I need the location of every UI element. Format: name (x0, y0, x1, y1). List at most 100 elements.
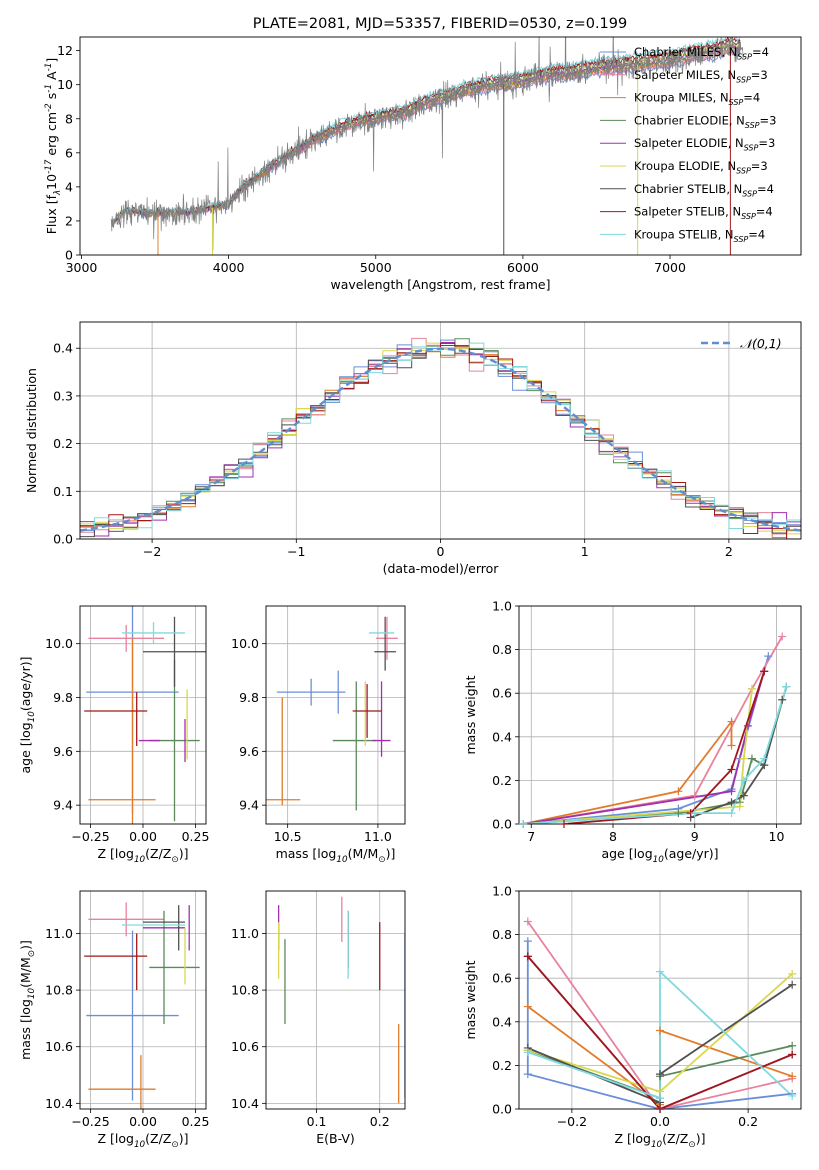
legend-label: Kroupa STELIB, NSSP​=4 (634, 227, 765, 243)
weight-marker (788, 1041, 797, 1050)
weight-marker (674, 787, 683, 796)
axes-frame (518, 605, 802, 825)
weight-marker (656, 967, 664, 976)
plot-area (277, 896, 405, 1104)
y-tick-label: 2 (65, 213, 73, 228)
weight-marker (519, 820, 528, 828)
weight-marker (739, 776, 748, 785)
axes-massweight_vs_age: 7 8 9 10 0.0 0.2 0.4 0.6 0.8 1.0 age [log10​(age/y… (463, 599, 802, 865)
y-tick-label: 9.4 (239, 798, 259, 813)
x-tick-label: 10 (769, 829, 785, 844)
y-tick-label: 6 (65, 145, 73, 160)
weight-line (523, 688, 753, 824)
y-tick-label: 10 (57, 77, 73, 92)
x-tick-label: 1 (581, 544, 589, 559)
y-tick-label: 0.0 (53, 532, 73, 547)
plot-area (110, 37, 744, 255)
weight-marker (788, 1091, 797, 1100)
x-tick-label: −0.2 (557, 1114, 587, 1129)
y-tick-label: 0.2 (53, 436, 73, 451)
y-tick-label: 10.0 (45, 636, 73, 651)
axes-age_vs_Z: −0.25 0.00 0.25 9.4 9.6 9.8 10.0 Z [log10​(Z/Z⊙… (18, 605, 209, 865)
y-tick-label: 10.6 (45, 1039, 73, 1054)
x-tick-label: 0.00 (129, 1114, 157, 1129)
y-tick-label: 0.2 (492, 1058, 512, 1073)
x-axis-label: Z [log10​(Z/Z⊙​)] (614, 1131, 705, 1150)
axes-age_vs_mass: 10.5 11.0 9.4 9.6 9.8 10.0 mass [log10​(M/M⊙​)… (231, 605, 406, 865)
axes-spectrum: 3000 4000 5000 6000 7000 0 2 4 6 8 10 12 wavelength … (44, 16, 802, 292)
y-tick-label: 9.8 (53, 690, 73, 705)
legend-label: Salpeter ELODIE, NSSP​=3 (634, 136, 775, 152)
weight-marker (739, 791, 748, 800)
x-tick-label: 0.25 (182, 1114, 210, 1129)
y-axis-label: mass weight (463, 675, 478, 754)
x-tick-label: 6000 (507, 260, 539, 275)
y-tick-label: 0.8 (492, 642, 512, 657)
weight-marker (743, 721, 752, 730)
weight-marker (523, 1048, 532, 1057)
weight-marker (782, 682, 791, 691)
y-tick-label: 10.4 (231, 1096, 259, 1111)
weight-marker (778, 695, 787, 704)
weight-marker (788, 980, 797, 989)
weight-marker (735, 802, 744, 811)
legend-label: Chabrier STELIB, NSSP​=4 (634, 182, 774, 198)
y-tick-label: 0.8 (492, 927, 512, 942)
weight-marker (727, 798, 736, 807)
x-tick-label: 0.00 (129, 829, 157, 844)
x-tick-label: 3000 (66, 260, 98, 275)
y-tick-label: 9.6 (53, 744, 73, 759)
weight-marker (760, 667, 769, 676)
legend-label: Chabrier ELODIE, NSSP​=3 (634, 113, 776, 129)
y-tick-label: 9.6 (239, 744, 259, 759)
y-tick-label: 1.0 (492, 884, 512, 899)
y-axis-label: Flux [fλ​10-17​ erg cm-2​ s-1​ A-1​] (44, 58, 63, 235)
x-tick-label: 0.1 (307, 1114, 327, 1129)
y-tick-label: 11.0 (45, 926, 73, 941)
x-tick-label: 11.0 (364, 829, 392, 844)
x-axis-label: mass [log10​(M/M⊙​)] (276, 846, 396, 865)
y-tick-label: 10.8 (45, 983, 73, 998)
axes-massweight_vs_Z: −0.2 0.0 0.2 0.0 0.2 0.4 0.6 0.8 1.0 Z [log10​(Z/… (463, 884, 802, 1150)
weight-marker (727, 717, 736, 726)
weight-marker (727, 741, 736, 750)
y-axis-label: mass [log10​(M/M⊙​)] (18, 940, 37, 1060)
x-axis-label: (data-model)/error (383, 561, 500, 576)
weight-line (527, 969, 793, 1100)
weight-marker (690, 791, 699, 800)
y-tick-label: 0.2 (492, 773, 512, 788)
weight-marker (747, 684, 756, 693)
y-tick-label: 10.6 (231, 1039, 259, 1054)
weight-marker (690, 809, 699, 818)
plot-area (266, 616, 398, 811)
gaussian-curve (80, 347, 801, 532)
weight-marker (747, 754, 756, 763)
weight-marker (764, 652, 773, 661)
y-tick-label: 9.4 (53, 798, 73, 813)
x-tick-label: 0.2 (738, 1114, 758, 1129)
plot-area (84, 902, 200, 1109)
legend-label: Salpeter STELIB, NSSP​=4 (634, 205, 773, 221)
x-tick-label: 7000 (654, 260, 686, 275)
weight-line (522, 671, 766, 824)
axes-frame (265, 605, 406, 825)
weight-marker (739, 754, 748, 763)
x-tick-label: 0.0 (650, 1114, 670, 1129)
weight-marker (656, 1105, 664, 1113)
weight-marker (674, 809, 683, 818)
x-tick-label: −0.25 (71, 1114, 109, 1129)
x-tick-label: 10.5 (274, 829, 302, 844)
weight-marker (656, 1070, 664, 1079)
x-tick-label: 2 (725, 544, 733, 559)
x-tick-label: −2 (143, 544, 161, 559)
y-axis-label: mass weight (463, 960, 478, 1039)
weight-marker (760, 754, 769, 763)
weight-marker (788, 969, 797, 978)
x-tick-label: −1 (287, 544, 305, 559)
x-tick-label: 5000 (360, 260, 392, 275)
y-tick-label: 1.0 (492, 599, 512, 614)
weight-line (523, 686, 788, 824)
plot-area (80, 337, 801, 539)
y-tick-label: 0.0 (492, 1102, 512, 1117)
